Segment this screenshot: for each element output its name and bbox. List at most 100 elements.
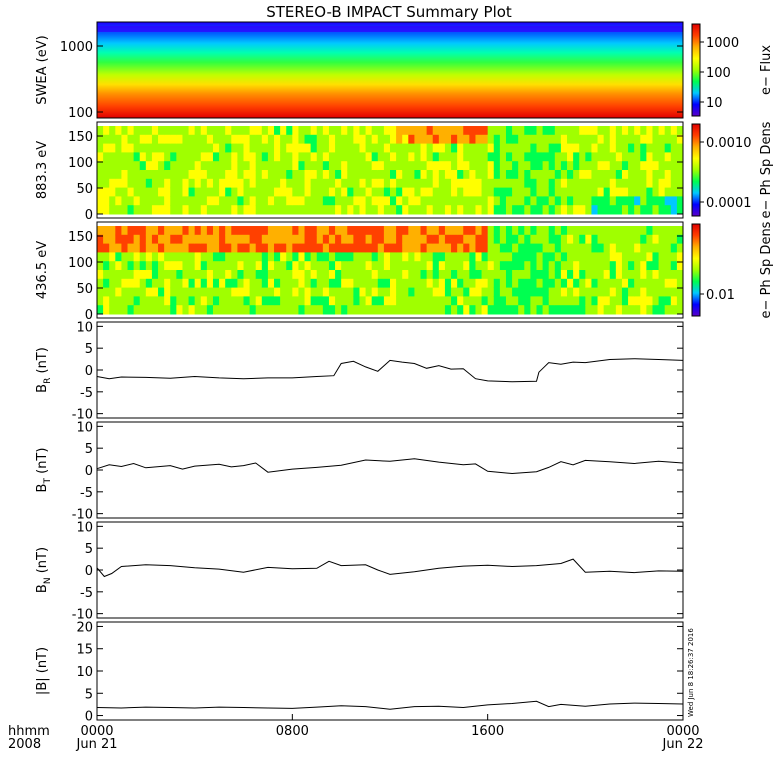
heatmap-cell: [451, 261, 458, 271]
heatmap-cell: [451, 278, 458, 289]
heatmap-cell: [274, 170, 281, 180]
heatmap-cell: [652, 152, 660, 162]
heatmap-cell: [243, 270, 251, 280]
heatmap-cell: [463, 296, 470, 306]
heatmap-cell: [646, 161, 653, 171]
heatmap-cell: [249, 196, 257, 206]
heatmap-cell: [487, 134, 495, 145]
heatmap-cell: [127, 270, 135, 280]
heatmap-cell: [127, 161, 135, 171]
heatmap-cell: [231, 261, 238, 271]
heatmap-cell: [591, 305, 599, 315]
heatmap-cell: [432, 261, 440, 271]
heatmap-cell: [280, 134, 287, 145]
heatmap-cell: [231, 196, 238, 206]
heatmap-cell: [194, 196, 202, 206]
heatmap-cell: [463, 196, 470, 206]
heatmap-cell: [353, 287, 360, 297]
heatmap-cell: [249, 205, 257, 215]
heatmap-cell: [133, 161, 141, 171]
heatmap-cell: [567, 261, 574, 271]
heatmap-cell: [310, 252, 318, 262]
heatmap-cell: [310, 134, 318, 145]
heatmap-cell: [255, 134, 263, 145]
heatmap-cell: [115, 152, 122, 162]
heatmap-cell: [200, 270, 208, 280]
heatmap-cell: [597, 143, 605, 153]
heatmap-cell: [640, 278, 647, 289]
heatmap-cell: [164, 205, 171, 215]
heatmap-cell: [554, 234, 562, 245]
heatmap-cell: [212, 126, 220, 136]
heatmap-cell: [670, 161, 678, 171]
heatmap-cell: [261, 305, 269, 315]
heatmap-cell: [377, 205, 385, 215]
heatmap-cell: [420, 270, 428, 280]
y-label-sub: N: [43, 577, 53, 584]
heatmap-cell: [322, 152, 330, 162]
heatmap-cell: [249, 287, 257, 297]
heatmap-cell: [249, 234, 257, 245]
heatmap-cell: [603, 178, 611, 189]
heatmap-cell: [475, 243, 483, 253]
heatmap-cell: [286, 261, 293, 271]
heatmap-cell: [609, 287, 617, 297]
heatmap-cell: [585, 278, 592, 289]
heatmap-cell: [97, 152, 104, 162]
heatmap-cell: [530, 252, 537, 262]
heatmap-cell: [121, 305, 129, 315]
heatmap-cell: [225, 261, 232, 271]
heatmap-cell: [365, 178, 373, 189]
heatmap-cell: [328, 305, 336, 315]
timestamp-label: Wed Jun 8 18:26:37 2016: [687, 628, 695, 717]
heatmap-cell: [310, 243, 318, 253]
heatmap-cell: [103, 161, 110, 171]
heatmap-cell: [505, 234, 513, 245]
heatmap-cell: [286, 226, 293, 236]
heatmap-cell: [640, 252, 647, 262]
heatmap-cell: [371, 178, 379, 189]
heatmap-cell: [225, 305, 232, 315]
heatmap-cell: [664, 170, 672, 180]
heatmap-cell: [451, 187, 458, 197]
heatmap-cell: [158, 134, 165, 145]
colorbar: [691, 123, 701, 217]
heatmap-cell: [353, 187, 360, 197]
heatmap-cell: [164, 143, 171, 153]
heatmap-cell: [634, 134, 641, 145]
heatmap-cell: [530, 296, 537, 306]
heatmap-cell: [115, 270, 122, 280]
heatmap-cell: [646, 252, 653, 262]
heatmap-cell: [359, 126, 367, 136]
heatmap-cell: [505, 226, 513, 236]
heatmap-cell: [353, 143, 360, 153]
heatmap-cell: [512, 252, 519, 262]
heatmap-cell: [585, 126, 592, 136]
heatmap-cell: [286, 170, 293, 180]
heatmap-cell: [237, 226, 244, 236]
heatmap-cell: [286, 152, 293, 162]
heatmap-cell: [280, 243, 287, 253]
heatmap-cell: [463, 261, 470, 271]
heatmap-cell: [524, 278, 531, 289]
heatmap-cell: [164, 243, 171, 253]
swea-top-band: [97, 26, 683, 32]
heatmap-cell: [481, 261, 489, 271]
heatmap-cell: [353, 126, 360, 136]
heatmap-cell: [322, 134, 330, 145]
heatmap-cell: [164, 252, 171, 262]
heatmap-cell: [225, 196, 232, 206]
heatmap-cell: [676, 152, 684, 162]
heatmap-cell: [170, 126, 177, 136]
heatmap-cell: [158, 161, 165, 171]
heatmap-cell: [347, 226, 354, 236]
heatmap-cell: [316, 270, 324, 280]
heatmap-cell: [176, 161, 183, 171]
heatmap-cell: [109, 170, 116, 180]
heatmap-cell: [396, 270, 403, 280]
heatmap-cell: [298, 261, 306, 271]
heatmap-cell: [591, 178, 599, 189]
heatmap-cell: [432, 252, 440, 262]
heatmap-cell: [676, 170, 684, 180]
heatmap-cell: [292, 261, 299, 271]
